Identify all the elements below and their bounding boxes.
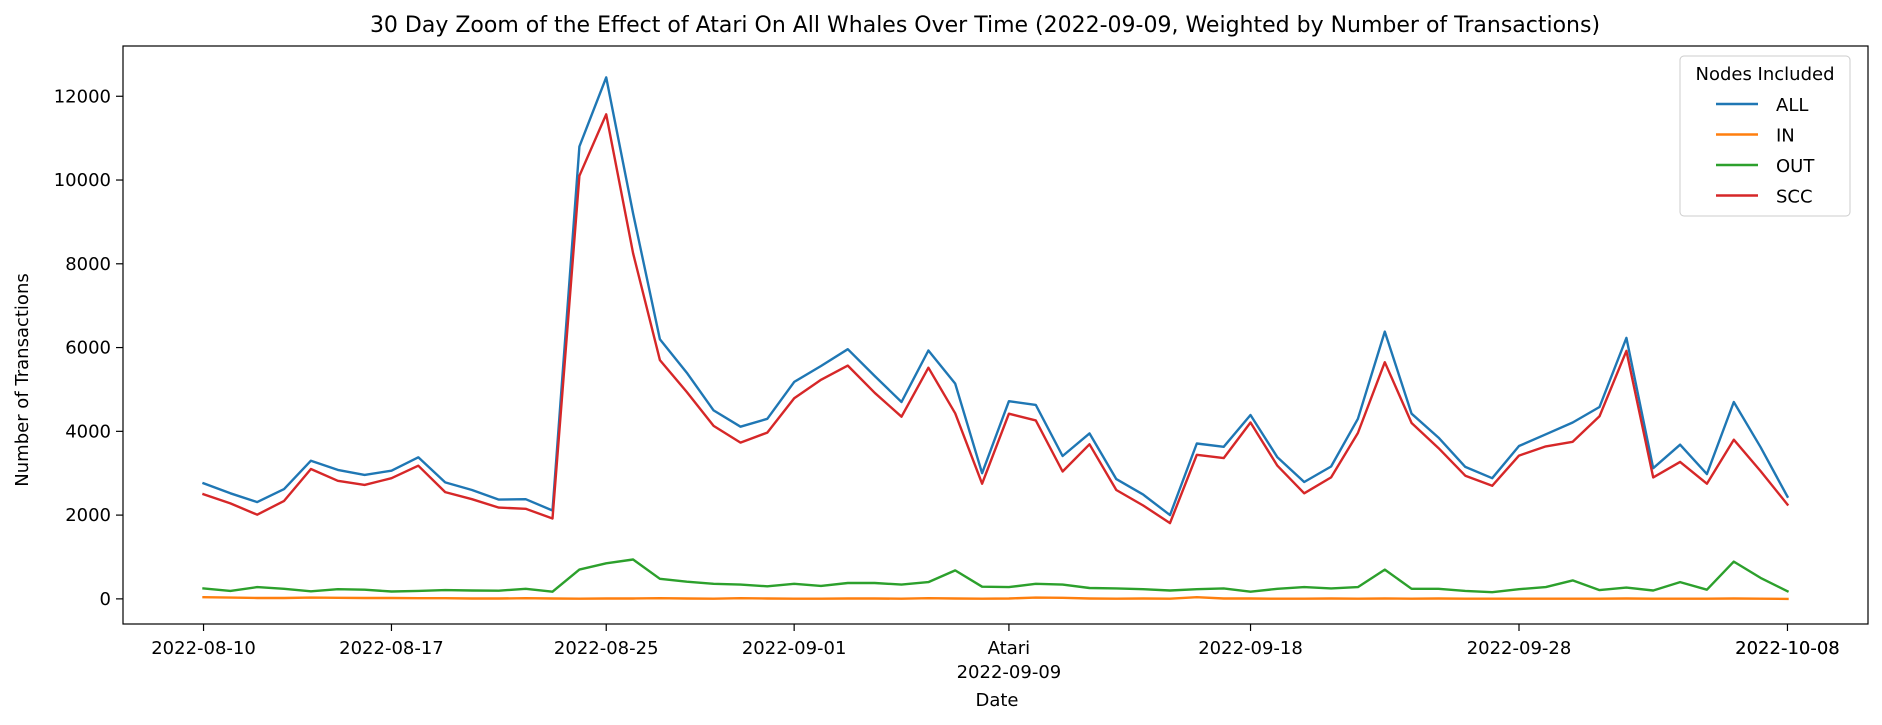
x-tick-label: 2022-08-17	[339, 638, 444, 659]
x-tick-label: 2022-09-28	[1467, 638, 1572, 659]
y-tick-label: 6000	[65, 338, 111, 359]
x-tick-label: Atari	[988, 638, 1031, 659]
series-line-all	[201, 76, 1790, 517]
y-tick-label: 0	[100, 589, 111, 610]
legend: Nodes Included ALL IN OUT SCC	[1679, 55, 1851, 217]
legend-box	[1679, 55, 1851, 217]
legend-label-in: IN	[1776, 126, 1795, 147]
legend-label-scc: SCC	[1776, 187, 1813, 208]
x-tick-label: 2022-09-18	[1198, 638, 1303, 659]
y-tick-label: 10000	[54, 170, 111, 191]
series-line-scc	[201, 113, 1790, 525]
y-tick-label: 12000	[54, 86, 111, 107]
series-line-out	[202, 558, 1790, 594]
x-tick-label: 2022-08-25	[554, 638, 659, 659]
legend-title: Nodes Included	[1695, 64, 1834, 85]
y-tick-label: 4000	[65, 421, 111, 442]
legend-label-out: OUT	[1776, 156, 1815, 177]
x-tick-label: 2022-09-01	[742, 638, 847, 659]
x-tick-label: 2022-08-10	[151, 638, 256, 659]
y-tick-label: 2000	[65, 505, 111, 526]
plot-area: 0 2000 4000 6000 8000 10000 12000 2022-08-10 202…	[54, 45, 1869, 683]
end-date-label: 2022-10-08	[1735, 638, 1840, 659]
y-axis-label: Number of Transactions	[12, 273, 33, 486]
y-tick-label: 8000	[65, 254, 111, 275]
legend-label-all: ALL	[1776, 95, 1808, 116]
plot-frame	[122, 45, 1869, 625]
chart-title: 30 Day Zoom of the Effect of Atari On Al…	[370, 13, 1600, 38]
series-line-in	[202, 595, 1789, 601]
x-axis-label: Date	[975, 690, 1018, 711]
x-tick-label: 2022-10-08	[1735, 638, 1840, 659]
event-date-label: 2022-09-09	[957, 662, 1062, 683]
